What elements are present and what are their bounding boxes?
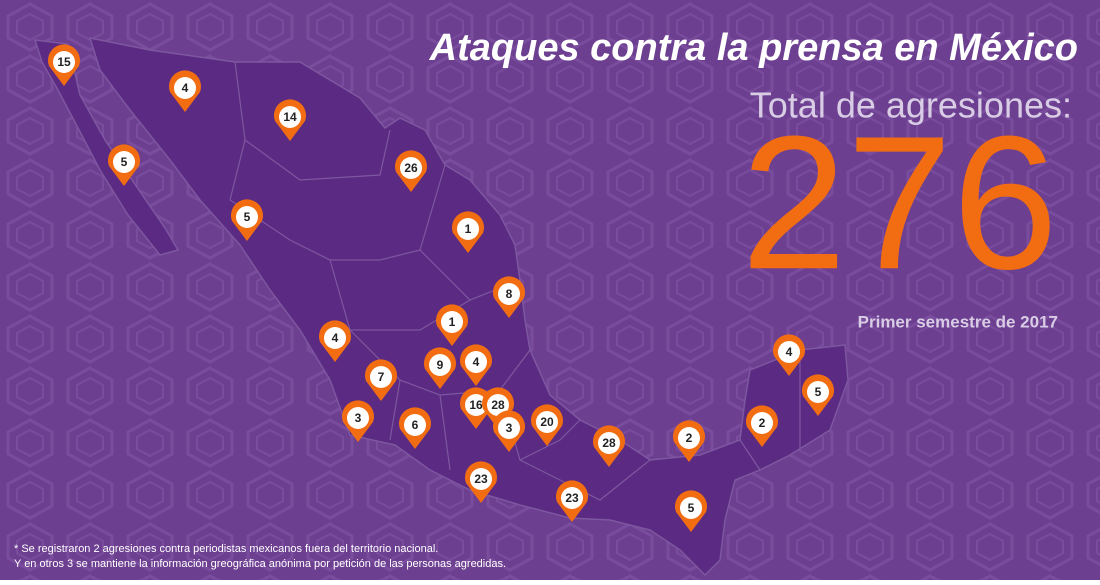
marker-center [400,157,422,179]
footnote: Y en otros 3 se mantiene la información … [14,558,506,570]
marker-center [347,407,369,429]
map-marker: 26 [394,150,427,192]
map-marker: 2 [746,405,779,447]
marker-center [498,283,520,305]
marker-center [404,414,426,436]
marker-label: 9 [437,358,444,372]
map-marker: 1 [452,211,484,253]
subtitle: Total de agresiones: [750,85,1072,126]
marker-center [279,106,301,128]
marker-center [113,151,135,173]
map-marker: 7 [364,359,397,401]
map-marker: 5 [230,199,263,241]
marker-label: 5 [688,501,695,515]
map-marker: 15 [47,44,80,86]
map-marker: 4 [460,344,492,386]
marker-center [370,366,392,388]
marker-label: 1 [449,315,456,329]
map-marker: 3 [341,400,374,442]
marker-label: 3 [355,411,362,425]
marker-label: 23 [474,472,488,486]
map-marker: 9 [423,347,456,389]
marker-center [174,77,196,99]
marker-center [465,351,487,373]
marker-label: 7 [378,370,385,384]
baja-peninsula [33,39,180,256]
map-marker: 8 [492,276,525,318]
marker-center [678,427,700,449]
marker-label: 28 [602,436,616,450]
marker-center [680,497,702,519]
mainland [88,37,849,577]
map-marker: 23 [465,461,497,503]
map-marker: 14 [274,99,306,141]
marker-center [236,206,258,228]
marker-center [441,311,463,333]
map-marker: 16 [460,387,492,429]
map-marker: 2 [673,420,705,462]
map-marker: 20 [531,404,563,446]
marker-label: 4 [473,355,480,369]
map-marker: 4 [773,334,805,376]
marker-label: 20 [540,415,554,429]
period: Primer semestre de 2017 [858,312,1058,331]
marker-center [487,394,509,416]
map-marker: 5 [108,144,140,186]
marker-center [324,327,346,349]
total: 276 [741,97,1058,309]
marker-label: 8 [506,287,513,301]
map-marker: 6 [399,407,431,449]
footnote: * Se registraron 2 agresiones contra per… [14,543,438,555]
marker-label: 26 [404,161,418,175]
marker-center [536,411,558,433]
marker-center [751,412,773,434]
marker-label: 23 [565,491,579,505]
map-marker: 28 [593,425,625,467]
marker-label: 6 [412,418,419,432]
marker-label: 1 [465,222,472,236]
marker-label: 4 [332,331,339,345]
marker-center [465,394,487,416]
marker-label: 5 [121,155,128,169]
marker-label: 5 [815,385,822,399]
map-marker: 28 [482,387,514,429]
map-marker: 5 [675,490,707,532]
marker-label: 2 [686,431,693,445]
map-marker: 23 [556,480,588,522]
marker-label: 3 [506,421,513,435]
marker-label: 5 [244,210,251,224]
marker-label: 2 [759,416,766,430]
marker-center [457,218,479,240]
map-marker: 1 [436,304,468,346]
marker-label: 16 [469,398,483,412]
marker-label: 4 [786,345,793,359]
marker-label: 4 [182,81,189,95]
marker-center [778,341,800,363]
marker-center [470,468,492,490]
marker-center [598,432,620,454]
marker-label: 15 [57,55,71,69]
title: Ataques contra la prensa en México [429,27,1078,69]
marker-center [53,51,75,73]
marker-center [807,381,829,403]
map-marker: 4 [319,320,351,362]
marker-center [561,487,583,509]
marker-center [429,354,451,376]
map-marker: 5 [802,374,834,416]
marker-label: 28 [491,398,505,412]
map-marker: 3 [492,410,525,452]
marker-label: 14 [283,110,297,124]
marker-center [498,417,520,439]
map-marker: 4 [168,70,201,112]
